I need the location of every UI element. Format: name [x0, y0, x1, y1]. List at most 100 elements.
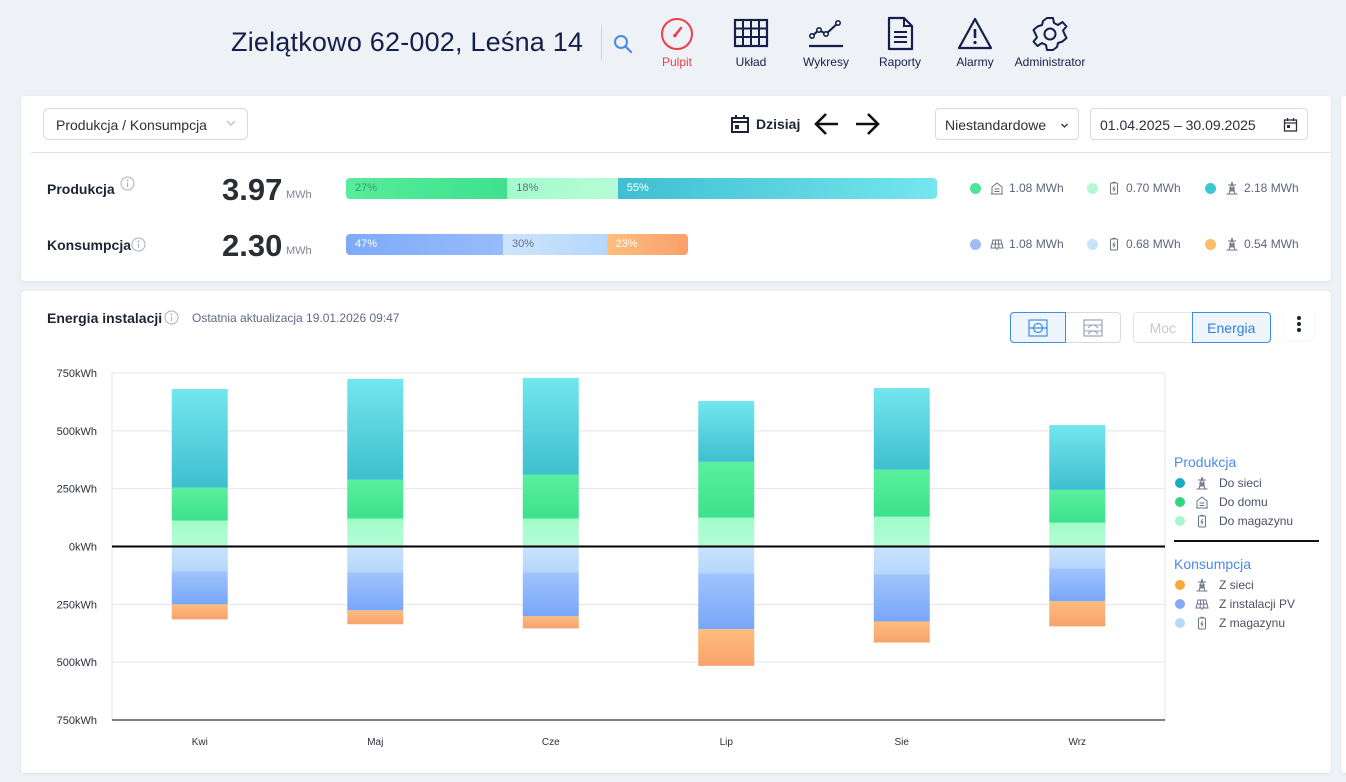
range-mode-select[interactable]: Niestandardowe	[935, 108, 1079, 140]
today-button[interactable]: Dzisiaj	[730, 112, 800, 136]
consumption-label: Konsumpcja	[47, 237, 132, 253]
bar-segment-z-instalacji-pv	[873, 574, 930, 622]
power-tower-icon	[1226, 237, 1238, 251]
calendar-icon	[1283, 118, 1298, 132]
view-split-button[interactable]	[1066, 313, 1121, 342]
legend-separator	[1174, 540, 1319, 542]
legend-item[interactable]: Do domu	[1174, 492, 1319, 511]
bar-segment-do-domu	[873, 469, 930, 517]
bar-segment-z-sieci	[522, 616, 579, 629]
mode-energy-button[interactable]: Energia	[1191, 312, 1271, 343]
x-tick-label: Sie	[895, 737, 910, 748]
share-segment: 23%	[606, 234, 688, 255]
share-segment: 55%	[617, 178, 937, 199]
bar-segment-do-sieci	[522, 377, 579, 475]
legend-dot	[1175, 477, 1185, 488]
bar-segment-z-instalacji-pv	[698, 573, 755, 630]
legend-label: Z magazynu	[1219, 615, 1286, 630]
solar-panel-icon	[990, 239, 1004, 250]
bar-segment-z-magazynu	[873, 546, 930, 575]
bar-segment-do-sieci	[171, 388, 228, 488]
bar-segment-do-sieci	[698, 400, 755, 462]
bar-segment-do-magazynu	[698, 517, 755, 547]
info-icon[interactable]	[120, 176, 135, 191]
chevron-down-icon	[226, 120, 236, 126]
share-segment: 18%	[507, 178, 618, 199]
info-icon[interactable]	[131, 237, 146, 252]
y-tick-label: 500kWh	[57, 426, 97, 438]
range-mode-value: Niestandardowe	[945, 117, 1047, 133]
next-period-button[interactable]	[853, 110, 881, 138]
search-button[interactable]	[612, 33, 634, 55]
bar-segment-z-instalacji-pv	[1049, 568, 1106, 602]
bar-segment-do-domu	[347, 479, 404, 519]
energy-bar-chart: 750kWh 500kWh 250kWh 0kWh 250kWh 500kWh 750kWh…	[57, 368, 1166, 748]
nav-label: Administrator	[1014, 55, 1086, 69]
legend-value: 0.68 MWh	[1126, 237, 1181, 251]
nav-item-uklad[interactable]: Układ	[727, 16, 775, 69]
consumption-unit: MWh	[286, 245, 312, 257]
legend-dot	[1087, 238, 1098, 250]
legend-label: Z sieci	[1219, 577, 1254, 592]
legend-label: Do domu	[1219, 494, 1268, 509]
x-tick-label: Lip	[720, 737, 734, 748]
y-tick-label: 750kWh	[57, 368, 97, 380]
document-icon	[887, 16, 914, 51]
legend-label: Do sieci	[1219, 475, 1262, 490]
bar-segment-z-sieci	[1049, 601, 1106, 627]
house-icon	[1196, 495, 1208, 508]
nav-item-wykresy[interactable]: Wykresy	[798, 16, 854, 69]
bar-segment-z-magazynu	[698, 546, 755, 574]
nav-item-administrator[interactable]: Administrator	[1012, 16, 1088, 69]
legend-item[interactable]: Z instalacji PV	[1174, 594, 1319, 613]
legend-item[interactable]: Z sieci	[1174, 575, 1319, 594]
chart-title: Energia instalacji	[47, 310, 163, 326]
more-options-button[interactable]	[1284, 308, 1314, 340]
nav-item-alarmy[interactable]: Alarmy	[950, 16, 1000, 69]
share-segment: 27%	[346, 178, 508, 199]
legend-group-title: Konsumpcja	[1174, 556, 1252, 572]
nav-item-raporty[interactable]: Raporty	[875, 16, 925, 69]
production-label: Produkcja	[47, 181, 115, 197]
legend-item[interactable]: Do magazynu	[1174, 511, 1319, 530]
bar-segment-z-sieci	[347, 610, 404, 625]
combined-view-icon	[1028, 318, 1048, 337]
view-type-select[interactable]: Produkcja / Konsumpcja	[43, 108, 248, 140]
legend-dot	[1175, 579, 1185, 590]
legend-dot	[1205, 182, 1216, 194]
legend-item[interactable]: Do sieci	[1174, 473, 1319, 492]
view-combined-button[interactable]	[1010, 312, 1066, 343]
bar-segment-z-magazynu	[522, 546, 579, 573]
bar-segment-z-instalacji-pv	[171, 571, 228, 605]
battery-icon	[1110, 181, 1118, 195]
chevron-down-icon	[1061, 123, 1068, 128]
consumption-share-bar: 47% 30% 23%	[346, 234, 688, 255]
bar-segment-z-sieci	[171, 604, 228, 620]
nav-item-pulpit[interactable]: Pulpit	[653, 16, 701, 69]
previous-period-button[interactable]	[813, 110, 841, 138]
legend-item[interactable]: Z magazynu	[1174, 613, 1319, 632]
info-icon[interactable]	[164, 310, 179, 325]
date-range-input[interactable]: 01.04.2025 – 30.09.2025	[1090, 108, 1308, 140]
mode-power-button[interactable]: Moc	[1149, 319, 1177, 336]
share-segment: 47%	[346, 234, 504, 255]
summary-legend-item: 2.18 MWh	[1205, 181, 1299, 195]
summary-legend-item: 0.70 MWh	[1087, 181, 1181, 195]
battery-icon	[1198, 514, 1206, 527]
x-tick-label: Cze	[542, 737, 560, 748]
production-share-bar: 27% 18% 55%	[346, 178, 937, 199]
solar-panel-icon	[1195, 599, 1209, 610]
today-label: Dzisiaj	[756, 116, 801, 132]
legend-dot	[1087, 182, 1098, 194]
chart-legend: Produkcja Do sieci Do domu Do magazynu Konsu…	[1174, 454, 1319, 632]
legend-group-title: Produkcja	[1174, 454, 1237, 470]
legend-dot	[1175, 515, 1185, 526]
bar-segment-z-magazynu	[171, 546, 228, 572]
x-tick-label: Maj	[367, 737, 383, 748]
legend-dot	[970, 182, 981, 194]
house-icon	[991, 182, 1003, 195]
last-update-text: Ostatnia aktualizacja 19.01.2026 09:47	[192, 311, 400, 325]
x-tick-label: Kwi	[192, 737, 208, 748]
legend-value: 2.18 MWh	[1244, 181, 1299, 195]
bar-segment-z-sieci	[698, 629, 755, 666]
